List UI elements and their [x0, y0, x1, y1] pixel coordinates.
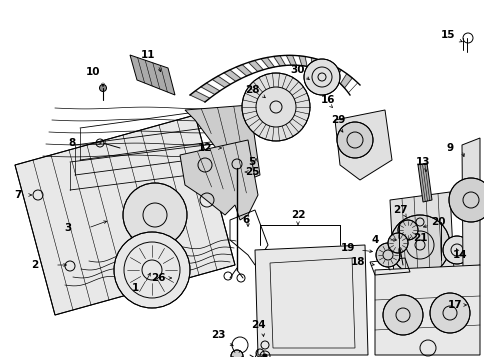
- Text: 27: 27: [392, 205, 407, 215]
- Text: 15: 15: [440, 30, 454, 40]
- Polygon shape: [236, 65, 252, 76]
- Polygon shape: [321, 61, 329, 74]
- Polygon shape: [461, 138, 479, 270]
- Text: 4: 4: [371, 235, 378, 245]
- Text: 29: 29: [330, 115, 345, 125]
- Text: 18: 18: [350, 257, 364, 267]
- Text: 12: 12: [197, 143, 212, 153]
- Text: 23: 23: [211, 330, 225, 340]
- Circle shape: [382, 295, 422, 335]
- Polygon shape: [334, 110, 391, 180]
- Polygon shape: [331, 66, 340, 80]
- Circle shape: [375, 243, 399, 267]
- Text: 19: 19: [340, 243, 354, 253]
- Polygon shape: [340, 74, 351, 88]
- Circle shape: [442, 236, 470, 264]
- Circle shape: [303, 59, 339, 95]
- Text: 11: 11: [140, 50, 155, 60]
- Polygon shape: [374, 265, 479, 355]
- Circle shape: [429, 293, 469, 333]
- Polygon shape: [311, 58, 317, 69]
- Text: 26: 26: [151, 273, 165, 283]
- Circle shape: [114, 232, 190, 308]
- Text: 22: 22: [290, 210, 304, 220]
- Text: 6: 6: [242, 215, 249, 225]
- Ellipse shape: [398, 213, 440, 231]
- Polygon shape: [255, 245, 367, 355]
- Text: 20: 20: [430, 217, 444, 227]
- Circle shape: [99, 85, 106, 91]
- Text: 8: 8: [68, 138, 76, 148]
- Polygon shape: [260, 57, 274, 68]
- Bar: [55, 260, 85, 272]
- Text: 3: 3: [64, 223, 72, 233]
- Polygon shape: [130, 55, 175, 95]
- Circle shape: [230, 350, 242, 357]
- Circle shape: [262, 354, 267, 357]
- Polygon shape: [298, 56, 306, 66]
- Text: 10: 10: [86, 67, 100, 77]
- Text: 5: 5: [248, 157, 255, 167]
- Polygon shape: [286, 55, 296, 65]
- Text: 28: 28: [244, 85, 259, 95]
- Ellipse shape: [398, 251, 440, 269]
- Circle shape: [397, 220, 417, 240]
- Circle shape: [336, 122, 372, 158]
- Text: 2: 2: [31, 260, 39, 270]
- Ellipse shape: [27, 181, 49, 209]
- Text: 7: 7: [15, 190, 22, 200]
- Circle shape: [387, 233, 407, 253]
- Polygon shape: [389, 192, 454, 298]
- Polygon shape: [212, 76, 230, 87]
- Text: 16: 16: [320, 95, 334, 105]
- Polygon shape: [184, 105, 259, 185]
- Polygon shape: [200, 83, 219, 95]
- Text: 24: 24: [250, 320, 265, 330]
- Polygon shape: [224, 70, 241, 81]
- Text: 30: 30: [290, 65, 304, 75]
- Text: 21: 21: [412, 233, 426, 243]
- Text: 13: 13: [415, 157, 429, 167]
- Text: 25: 25: [244, 167, 259, 177]
- Circle shape: [123, 183, 187, 247]
- Polygon shape: [417, 163, 431, 202]
- Polygon shape: [180, 140, 257, 220]
- Text: 17: 17: [447, 300, 461, 310]
- Polygon shape: [273, 56, 285, 66]
- Polygon shape: [15, 115, 235, 315]
- Polygon shape: [248, 60, 263, 71]
- Text: 1: 1: [131, 283, 138, 293]
- Polygon shape: [190, 91, 210, 102]
- Circle shape: [448, 178, 484, 222]
- Text: 9: 9: [445, 143, 453, 153]
- Circle shape: [242, 73, 309, 141]
- Text: 14: 14: [452, 250, 467, 260]
- Circle shape: [389, 215, 449, 275]
